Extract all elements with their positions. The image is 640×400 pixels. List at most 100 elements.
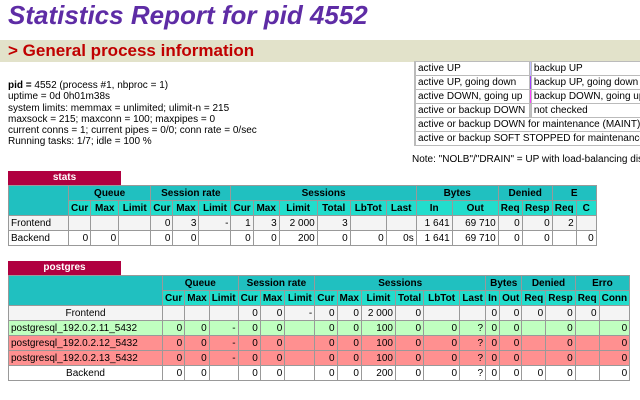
table-cell: ? <box>459 365 487 381</box>
table-cell: 0 <box>485 350 501 366</box>
info-uptime-text: uptime = 0d 0h01m38s <box>8 91 111 103</box>
row-name[interactable]: Frontend <box>8 215 69 231</box>
table-cell: 69 710 <box>451 230 499 246</box>
table-row[interactable]: postgresql_192.0.2.13_5432 0 0-0 0 0 0 100 0 0? 0… <box>8 350 631 366</box>
table-cell: ? <box>459 335 487 351</box>
table-row[interactable]: Backend 0 0 0 0 0 0 200 0 0? 0 0 0 0 0 <box>8 365 631 381</box>
info-running-tasks-text: Running tasks: 1/7; idle = 100 % <box>8 136 152 148</box>
column-header: Limit <box>208 290 239 306</box>
postgres-table: Queue Session rate Sessions Bytes Denied Erro… <box>8 275 631 381</box>
column-header: Resp <box>545 290 576 306</box>
table-row[interactable]: Frontend 0 3-1 3 2 000 3 1 641 69 710 0 0 2 <box>8 215 597 231</box>
table-cell: - <box>198 215 232 231</box>
legend-row: active UP, going down backup UP, going do… <box>414 75 640 90</box>
column-header: C <box>575 200 597 216</box>
table-cell: 0 <box>521 215 553 231</box>
column-header: Total <box>394 290 425 306</box>
column-header: Req <box>551 200 577 216</box>
table-cell: 0 <box>252 230 280 246</box>
row-name[interactable]: postgresql_192.0.2.12_5432 <box>8 335 163 351</box>
table-cell: 3 <box>316 215 351 231</box>
table-cell: 0 <box>314 350 338 366</box>
legend-row: active or backup SOFT STOPPED for mainte… <box>414 131 640 146</box>
table-cell <box>574 335 600 351</box>
column-header: Last <box>459 290 487 306</box>
table-cell: 0 <box>259 320 286 336</box>
table-row[interactable]: postgresql_192.0.2.12_5432 0 0-0 0 0 0 100 0 0? 0… <box>8 335 631 351</box>
row-name[interactable]: Backend <box>8 230 69 246</box>
table-cell: 0 <box>237 320 261 336</box>
table-cell: 0 <box>575 230 597 246</box>
row-name[interactable]: postgresql_192.0.2.13_5432 <box>8 350 163 366</box>
table-cell: 0 <box>521 305 547 321</box>
column-header: Conn <box>598 290 631 306</box>
table-cell: 0 <box>499 305 523 321</box>
table-cell: 3 <box>252 215 280 231</box>
column-header: LbTot <box>349 200 387 216</box>
table-cell: 0 <box>574 305 600 321</box>
header-group <box>8 185 69 216</box>
column-header: Out <box>451 200 499 216</box>
legend-row: active DOWN, going up backup DOWN, going … <box>414 89 640 104</box>
table-cell: - <box>208 350 239 366</box>
proxy-tab-stats[interactable]: stats <box>8 171 121 185</box>
table-cell: 200 <box>360 365 396 381</box>
page-title: Statistics Report for pid 4552 <box>8 0 368 30</box>
table-cell: 1 641 <box>415 215 453 231</box>
table-cell <box>521 320 547 336</box>
table-cell: 0 <box>237 335 261 351</box>
table-cell: 0 <box>499 320 523 336</box>
table-cell: 0 <box>545 335 576 351</box>
table-cell: 0 <box>184 365 210 381</box>
row-name[interactable]: Frontend <box>8 305 163 321</box>
general-section-header: > General process information <box>0 40 640 62</box>
column-header: Limit <box>118 200 152 216</box>
table-cell: 0 <box>598 335 631 351</box>
header-group: Erro <box>574 275 631 291</box>
table-cell <box>598 305 631 321</box>
table-cell <box>284 335 316 351</box>
table-cell: 0 <box>259 335 286 351</box>
table-row[interactable]: Frontend 0 0-0 0 2 000 0 0 0 0 0 0 <box>8 305 631 321</box>
legend-label: active UP <box>415 61 530 76</box>
header-group: E <box>551 185 597 201</box>
table-cell <box>118 215 152 231</box>
table-cell <box>385 215 417 231</box>
column-header: Cur <box>161 290 186 306</box>
column-header: Max <box>184 290 210 306</box>
column-header: In <box>415 200 453 216</box>
table-cell: 0 <box>598 365 631 381</box>
table-cell: 0 <box>314 365 338 381</box>
table-cell: 0 <box>150 215 174 231</box>
info-system-limits: system limits: memmax = unlimited; ulimi… <box>8 103 257 114</box>
table-cell: 0 <box>90 230 120 246</box>
column-header: Limit <box>360 290 396 306</box>
table-cell: - <box>284 305 316 321</box>
table-cell <box>423 305 461 321</box>
info-pid-text: 4552 (process #1, nbproc = 1) <box>34 80 169 91</box>
info-maxsock-text: maxsock = 215; maxconn = 100; maxpipes =… <box>8 113 216 125</box>
row-name[interactable]: postgresql_192.0.2.11_5432 <box>8 320 163 336</box>
table-cell: 100 <box>360 335 396 351</box>
table-cell: 2 000 <box>278 215 318 231</box>
table-cell: 0 <box>394 350 425 366</box>
general-section-title: > General process information <box>8 41 255 60</box>
column-header: Cur <box>150 200 174 216</box>
stats-table: Queue Session rate Sessions Bytes Denied E Cu… <box>8 185 597 246</box>
table-cell <box>118 230 152 246</box>
legend-label: active or backup DOWN for maintenance (M… <box>414 117 640 132</box>
table-cell <box>184 305 210 321</box>
table-row[interactable]: Backend 0 0 0 0 0 0 200 0 0 0s 1 641 69 710 0 0 0 <box>8 230 597 246</box>
column-header: Cur <box>314 290 338 306</box>
table-cell <box>208 365 239 381</box>
legend-label: backup DOWN, going up <box>530 89 640 104</box>
table-row[interactable]: postgresql_192.0.2.11_5432 0 0-0 0 0 0 100 0 0? 0… <box>8 320 631 336</box>
info-current-conns-text: current conns = 1; current pipes = 0/0; … <box>8 125 257 137</box>
proxy-tab-postgres[interactable]: postgres <box>8 261 121 275</box>
legend-label: active or backup DOWN <box>415 103 530 118</box>
row-name[interactable]: Backend <box>8 365 163 381</box>
header-group: Queue <box>162 275 239 291</box>
table-cell: 0 <box>259 365 286 381</box>
table-cell: 0 <box>598 320 631 336</box>
table-cell <box>284 320 316 336</box>
